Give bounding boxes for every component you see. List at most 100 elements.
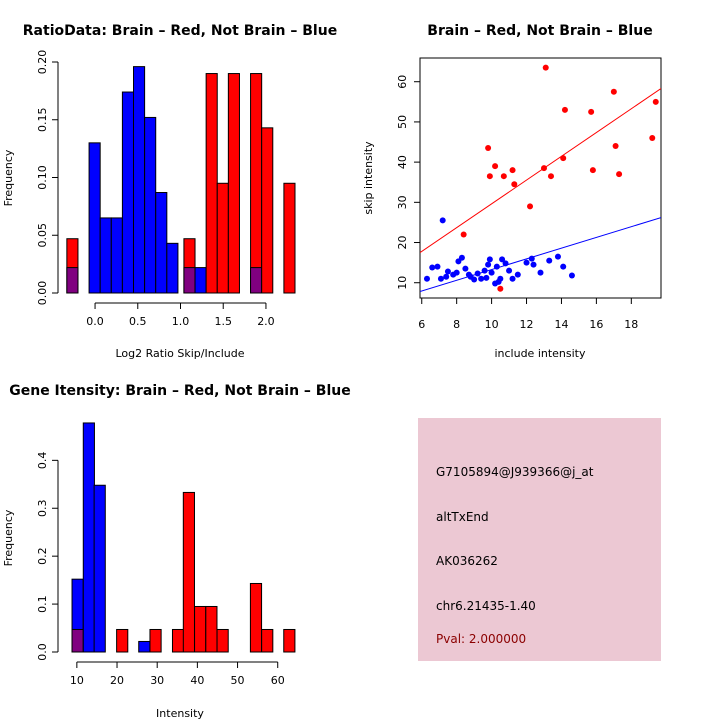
scatter-brain-point: [492, 163, 499, 170]
ratio-x-tick-label: 0.0: [86, 315, 104, 328]
probe-id-text: G7105894@J939366@j_at: [436, 465, 594, 479]
scatter-plot-frame: [419, 57, 662, 299]
scatter-not-brain-point: [537, 269, 544, 276]
ratio-x-axis-label: Log2 Ratio Skip/Include: [115, 347, 244, 360]
scatter-not-brain-point: [528, 255, 535, 262]
intensity-chart-title: Gene Itensity: Brain – Red, Not Brain – …: [9, 383, 351, 399]
scatter-brain-point: [460, 231, 467, 238]
scatter-not-brain-point: [423, 275, 430, 282]
scatter-not-brain-point: [481, 267, 488, 274]
scatter-brain-point: [560, 155, 567, 162]
scatter-brain-point: [511, 181, 518, 188]
scatter-chart-title: Brain – Red, Not Brain – Blue: [427, 23, 652, 39]
scatter-not-brain-point: [499, 256, 506, 263]
ratio-brain-bar: [283, 182, 296, 294]
scatter-brain-point: [589, 167, 596, 174]
intensity-y-tick-label: 0.4: [36, 452, 49, 470]
intensity-x-tick-label: 20: [110, 674, 124, 687]
intensity-y-tick-label: 0.1: [36, 595, 49, 613]
ratio-histogram: RatioData: Brain – Red, Not Brain – Blue…: [2, 23, 337, 360]
ratio-brain-bar: [205, 73, 218, 294]
scatter-brain-point: [588, 108, 595, 115]
intensity-brain-bar: [216, 628, 229, 653]
scatter-not-brain-point: [483, 274, 490, 281]
scatter-brain-point: [527, 203, 534, 210]
event-type-text: altTxEnd: [436, 510, 489, 524]
intensity-brain-bar: [205, 605, 218, 653]
scatter-not-brain-point: [478, 275, 485, 282]
scatter-y-tick-label: 60: [396, 75, 409, 89]
intensity-y-tick-label: 0.2: [36, 547, 49, 565]
scatter-y-tick-label: 50: [396, 115, 409, 129]
scatter-not-brain-point: [485, 261, 492, 268]
intensity-y-axis-label: Frequency: [2, 509, 15, 566]
scatter-not-brain-point: [444, 268, 451, 275]
scatter-x-tick-label: 14: [554, 318, 568, 331]
ratio-y-tick-label: 0.10: [36, 165, 49, 190]
intensity-overlap-bar: [71, 628, 84, 653]
ratio-not-brain-bar: [99, 217, 112, 294]
ratio-brain-bar: [227, 73, 240, 294]
scatter-brain-point: [547, 173, 554, 180]
ratio-not-brain-bar: [194, 267, 207, 294]
scatter-x-tick-label: 8: [453, 318, 460, 331]
gene-intensity-histogram: Gene Itensity: Brain – Red, Not Brain – …: [2, 383, 351, 720]
scatter-brain-point: [612, 143, 619, 150]
intensity-brain-bar: [261, 628, 274, 653]
scatter-y-tick-label: 40: [396, 155, 409, 169]
scatter-not-brain-point: [488, 269, 495, 276]
scatter-brain-point: [497, 285, 504, 292]
scatter-not-brain-point: [453, 269, 460, 276]
scatter-brain-point: [500, 173, 507, 180]
location-text: chr6.21435-1.40: [436, 599, 536, 613]
ratio-y-axis-label: Frequency: [2, 149, 15, 206]
scatter-x-axis-label: include intensity: [494, 347, 586, 360]
pval-text: Pval: 2.000000: [436, 632, 526, 646]
intensity-x-tick-label: 50: [231, 674, 245, 687]
ratio-not-brain-bar: [88, 142, 101, 294]
ratio-not-brain-bar: [110, 217, 123, 294]
ratio-y-tick-label: 0.00: [36, 281, 49, 306]
intensity-brain-bar: [171, 628, 185, 653]
intensity-x-tick-label: 10: [70, 674, 84, 687]
intensity-x-tick-label: 40: [190, 674, 204, 687]
intensity-brain-bar: [283, 628, 296, 653]
ratio-chart-title: RatioData: Brain – Red, Not Brain – Blue: [23, 23, 337, 39]
scatter-not-brain-point: [429, 264, 436, 271]
info-panel: G7105894@J939366@j_at altTxEnd AK036262 …: [418, 418, 661, 661]
intensity-scatterplot: Brain – Red, Not Brain – Blue 6 8 10 12 14 16…: [362, 23, 662, 360]
ratio-not-brain-bar: [133, 66, 146, 294]
scatter-not-brain-point: [502, 260, 509, 267]
scatter-brain-point: [485, 145, 492, 152]
scatter-y-tick-label: 20: [396, 236, 409, 250]
intensity-brain-bar: [194, 605, 207, 653]
scatter-brain-point: [509, 167, 516, 174]
brain-fit-line: [420, 88, 661, 253]
scatter-x-tick-label: 10: [485, 318, 499, 331]
intensity-brain-bar: [182, 491, 195, 653]
intensity-not-brain-bar: [93, 484, 106, 653]
accession-text: AK036262: [436, 554, 498, 568]
scatter-not-brain-point: [486, 256, 493, 263]
scatter-not-brain-point: [554, 253, 561, 260]
scatter-brain-point: [616, 171, 623, 178]
scatter-not-brain-point: [546, 257, 553, 264]
scatter-not-brain-point: [471, 276, 478, 283]
scatter-not-brain-point: [439, 217, 446, 224]
scatter-not-brain-point: [434, 263, 441, 270]
not-brain-fit-line: [420, 217, 661, 293]
ratio-not-brain-bar: [121, 91, 135, 294]
scatter-not-brain-point: [514, 271, 521, 278]
ratio-x-tick-label: 2.0: [257, 315, 275, 328]
scatter-not-brain-point: [462, 265, 469, 272]
ratio-y-tick-label: 0.05: [36, 223, 49, 248]
ratio-brain-bar: [216, 182, 229, 294]
scatter-not-brain-point: [493, 263, 500, 270]
ratio-y-tick-label: 0.15: [36, 108, 49, 133]
ratio-overlap-bar: [66, 267, 79, 294]
ratio-not-brain-bar: [166, 242, 179, 294]
scatter-not-brain-point: [443, 273, 450, 280]
intensity-brain-bar: [249, 582, 263, 653]
scatter-not-brain-point: [437, 275, 444, 282]
